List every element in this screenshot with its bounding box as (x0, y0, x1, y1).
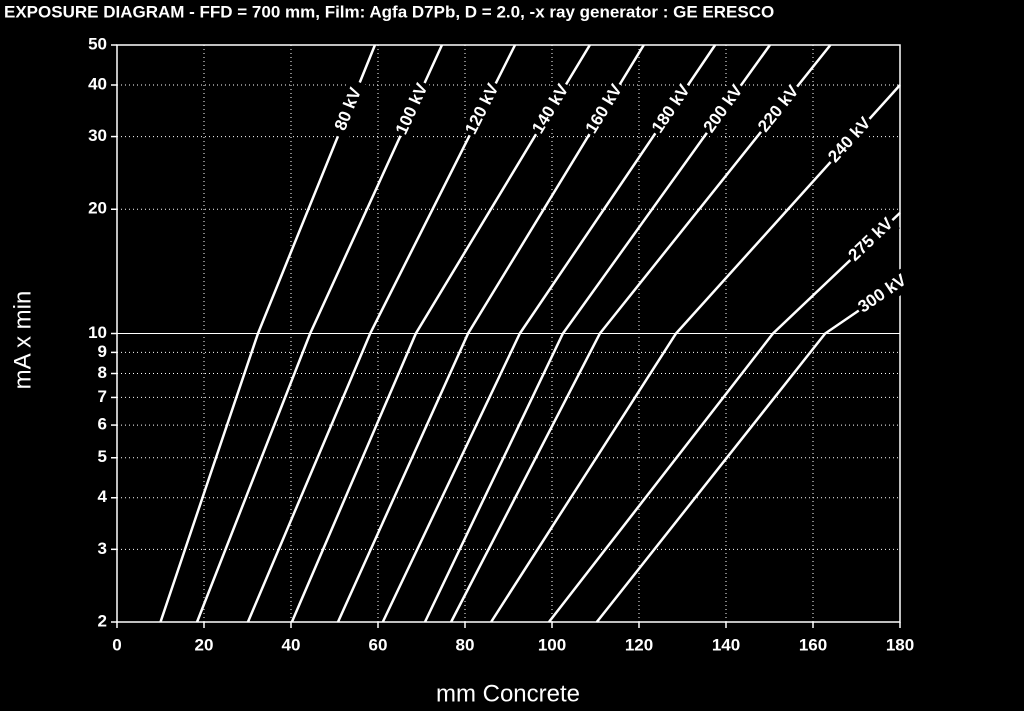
x-tick-label: 120 (625, 635, 653, 654)
x-tick-label: 0 (112, 635, 121, 654)
series-line (336, 44, 645, 623)
series-label: 100 kV (392, 80, 432, 138)
series-label-group: 100 kV (390, 78, 435, 141)
series-label: 240 kV (824, 113, 875, 166)
series-line (449, 44, 832, 623)
y-tick-label: 8 (98, 363, 107, 382)
label-bg (822, 111, 878, 170)
series-label-group: 120 kV (459, 78, 506, 141)
label-bg (580, 78, 630, 140)
y-tick-label: 4 (98, 487, 108, 506)
series-line (246, 44, 517, 623)
x-tick-label: 20 (195, 635, 214, 654)
x-tick-label: 60 (369, 635, 388, 654)
series-label-group: 140 kV (526, 78, 576, 140)
series-line (490, 84, 901, 623)
y-tick-label: 3 (98, 539, 107, 558)
label-bg (327, 78, 370, 141)
series-label-group: 200 kV (697, 79, 750, 140)
y-tick-label: 9 (98, 342, 107, 361)
label-bg (526, 78, 576, 140)
x-tick-label: 100 (538, 635, 566, 654)
series-label: 275 kV (845, 213, 898, 264)
series-line (423, 44, 771, 623)
y-tick-label: 50 (88, 34, 107, 53)
x-tick-label: 140 (712, 635, 740, 654)
label-bg (697, 79, 750, 140)
y-tick-label: 40 (88, 74, 107, 93)
x-tick-label: 160 (799, 635, 827, 654)
series-line (547, 211, 901, 623)
series-label-group: 275 kV (842, 212, 900, 269)
series-label: 120 kV (461, 80, 502, 137)
label-bg (752, 79, 806, 139)
y-tick-label: 5 (98, 447, 107, 466)
y-axis-label: mA x min (9, 291, 36, 390)
series-label-group: 180 kV (646, 79, 697, 140)
series-label-group: 80 kV (327, 78, 370, 141)
label-bg (646, 79, 697, 140)
series-line (159, 44, 377, 623)
y-tick-label: 30 (88, 126, 107, 145)
label-bg (852, 268, 913, 320)
series-label-group: 300 kV (852, 268, 913, 320)
y-tick-label: 7 (98, 387, 107, 406)
x-axis-label: mm Concrete (436, 680, 580, 707)
y-tick-label: 6 (98, 415, 107, 434)
series-label-group: 240 kV (822, 111, 878, 170)
series-label-group: 220 kV (752, 79, 806, 139)
label-bg (459, 78, 506, 141)
x-tick-label: 40 (282, 635, 301, 654)
x-tick-label: 180 (886, 635, 914, 654)
y-tick-label: 2 (98, 611, 107, 630)
series-line (195, 44, 444, 623)
chart-title: EXPOSURE DIAGRAM - FFD = 700 mm, Film: A… (4, 2, 774, 21)
y-tick-label: 20 (88, 199, 107, 218)
label-bg (390, 78, 435, 141)
series-label-group: 160 kV (580, 78, 630, 140)
y-tick-label: 10 (88, 323, 107, 342)
series-line (381, 44, 717, 623)
label-bg (842, 212, 900, 269)
series-line (290, 44, 591, 623)
x-tick-label: 80 (456, 635, 475, 654)
